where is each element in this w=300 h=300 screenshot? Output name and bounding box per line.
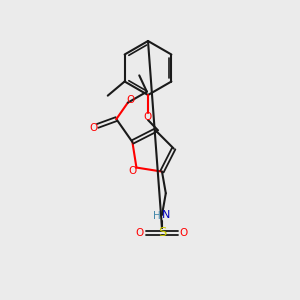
Text: O: O [144,112,152,122]
Text: O: O [127,95,135,105]
Text: N: N [162,210,170,220]
Text: O: O [136,228,144,238]
Text: O: O [128,166,136,176]
Text: O: O [89,123,98,133]
Text: H: H [153,211,161,221]
Text: O: O [180,228,188,238]
Text: S: S [158,226,166,239]
